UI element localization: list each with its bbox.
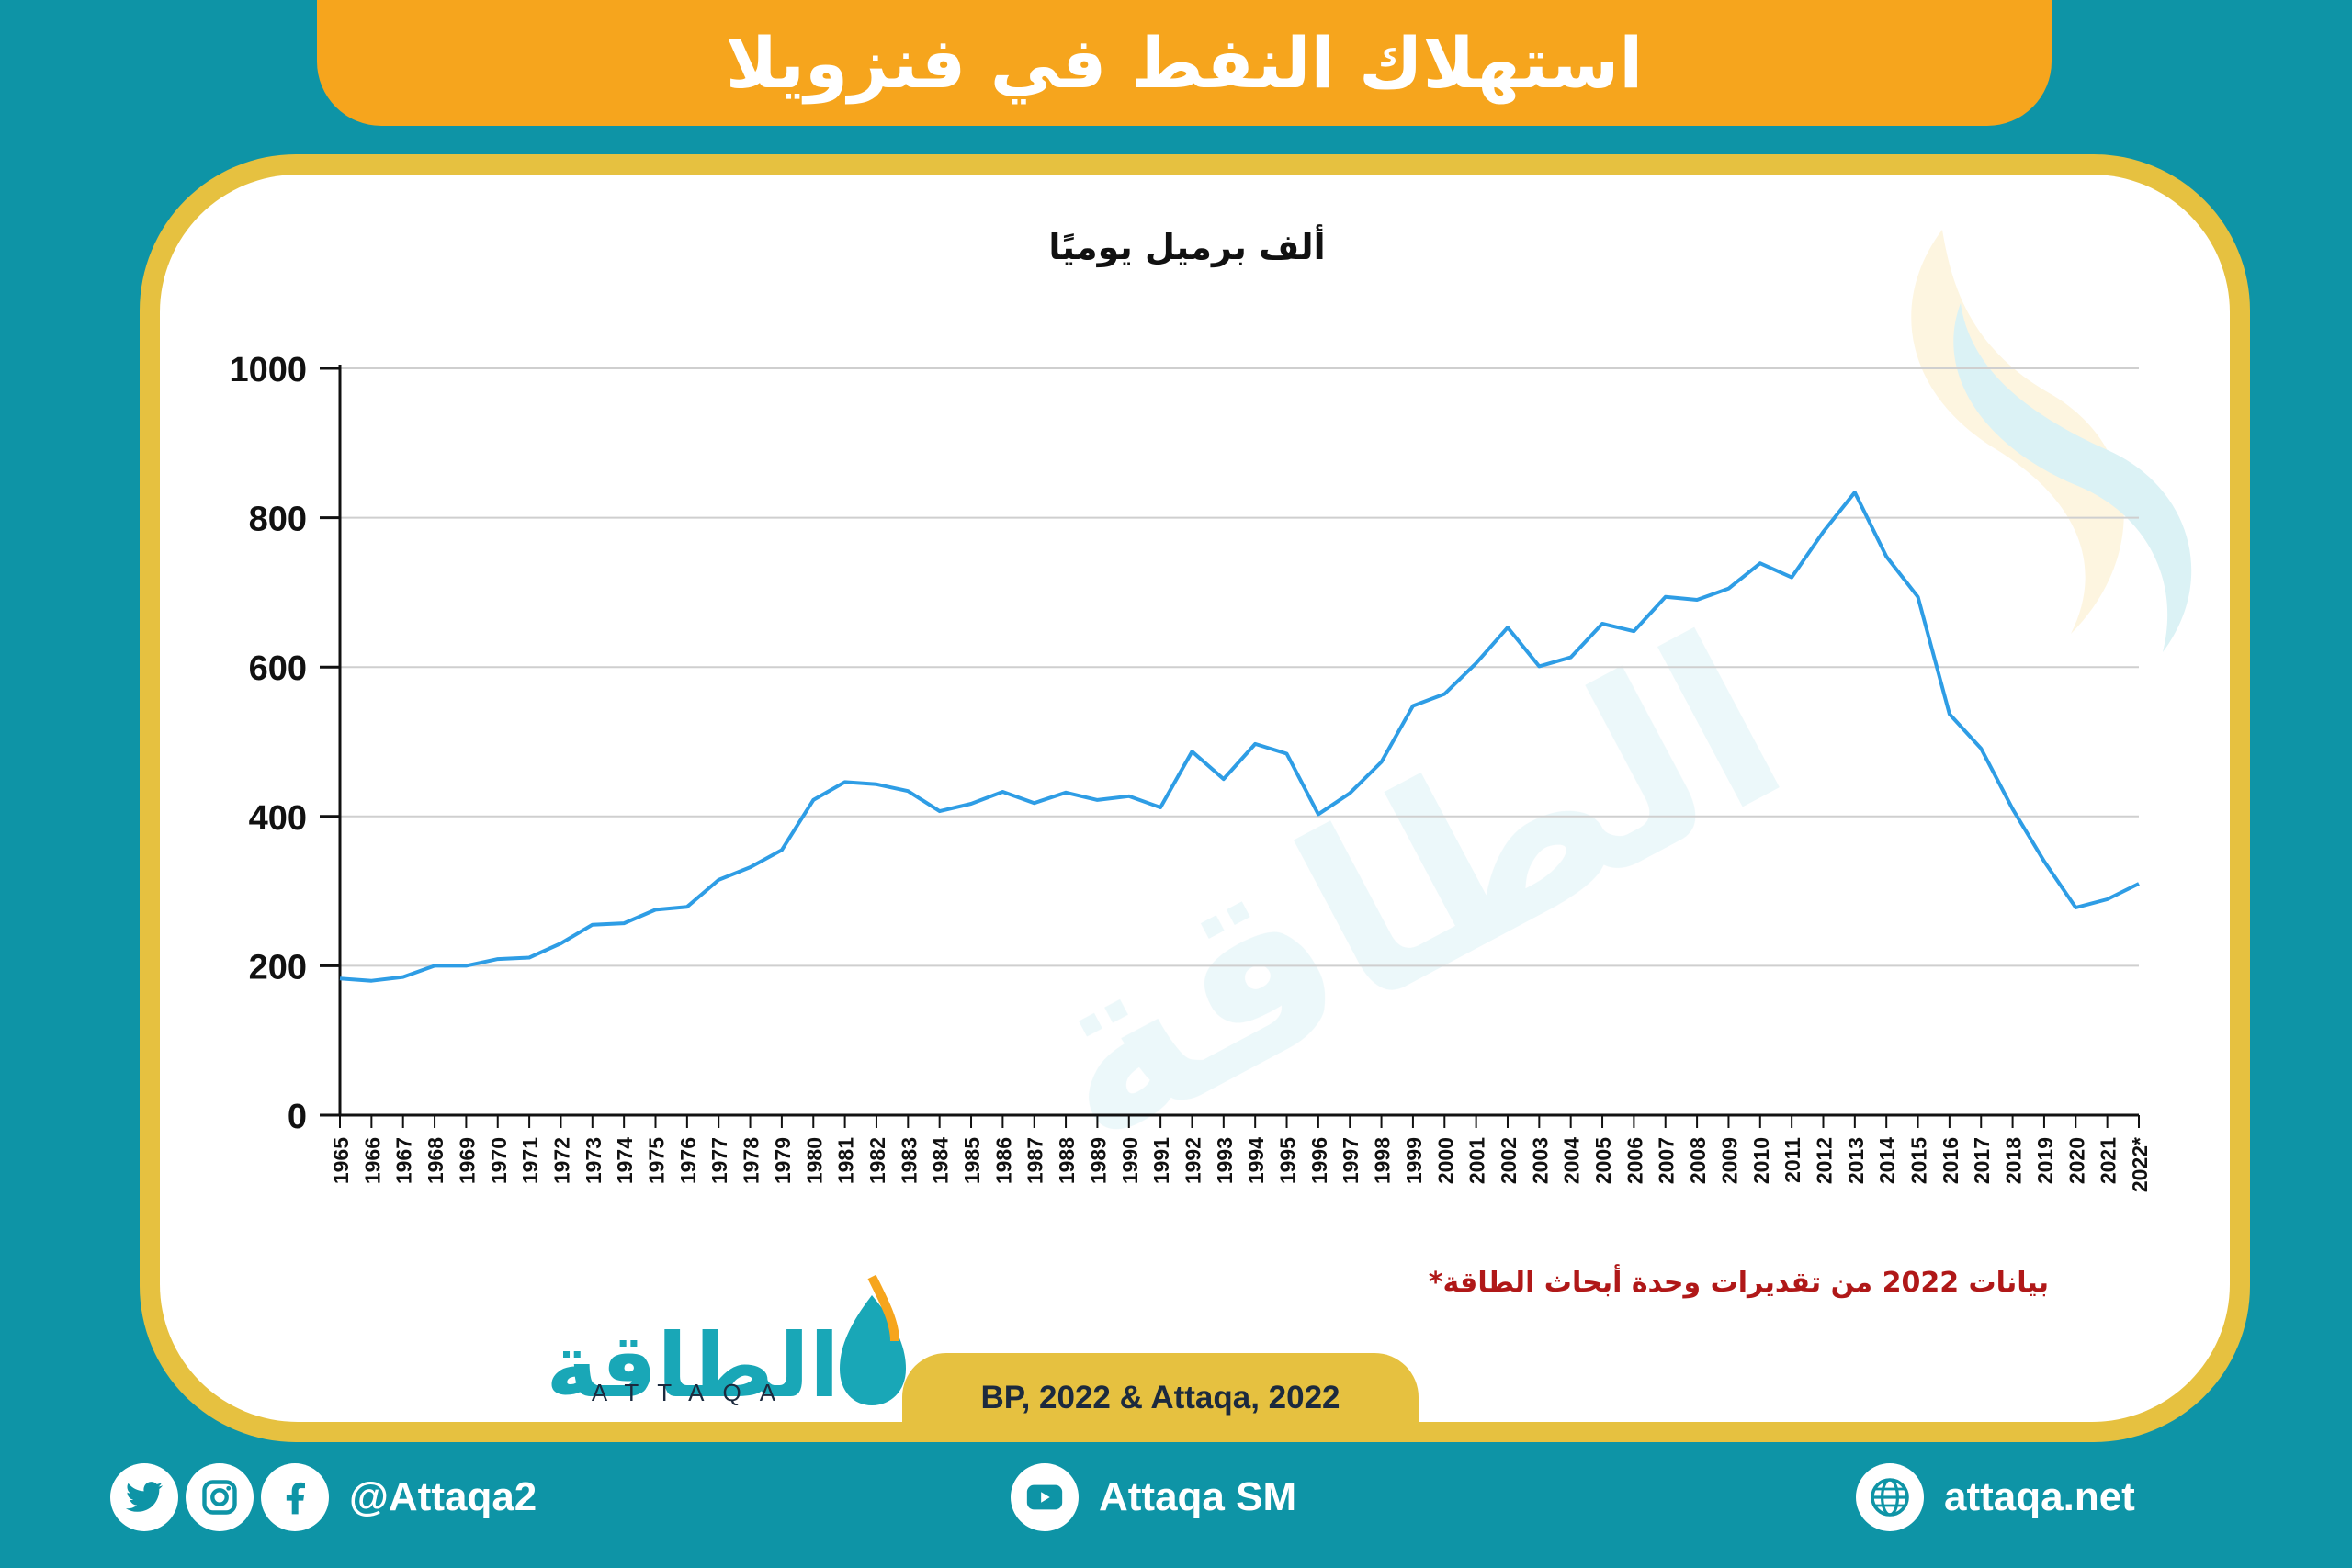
x-tick-label: 2017 bbox=[1970, 1137, 1994, 1184]
y-axis-ticks: 0 200 400 600 800 1000 bbox=[229, 351, 340, 1136]
x-tick-label: 1990 bbox=[1118, 1137, 1142, 1184]
x-tick-label: 2010 bbox=[1749, 1137, 1773, 1184]
youtube-icon[interactable] bbox=[1011, 1463, 1079, 1531]
x-tick-label: 2016 bbox=[1939, 1137, 1962, 1184]
x-tick-label: 1984 bbox=[929, 1137, 953, 1184]
chart-card: الطاقة ألف برميل يوميًا 0 200 400 600 800 100… bbox=[140, 154, 2250, 1442]
x-tick-label: 2018 bbox=[2002, 1137, 2026, 1184]
x-tick-label: 1977 bbox=[707, 1137, 731, 1184]
instagram-icon[interactable] bbox=[186, 1463, 254, 1531]
x-tick-label: 1970 bbox=[487, 1137, 511, 1184]
x-tick-label: 1994 bbox=[1244, 1137, 1268, 1184]
footnote: *بيانات 2022 من تقديرات وحدة أبحاث الطاق… bbox=[1429, 1264, 2049, 1299]
y-tick-label: 1000 bbox=[229, 351, 307, 389]
x-tick-label: 1995 bbox=[1276, 1137, 1300, 1184]
source-tab: BP, 2022 & Attaqa, 2022 bbox=[902, 1353, 1419, 1442]
x-tick-label: 2021 bbox=[2097, 1137, 2120, 1184]
x-tick-label: 2008 bbox=[1686, 1137, 1710, 1184]
source-text: BP, 2022 & Attaqa, 2022 bbox=[980, 1379, 1340, 1416]
x-tick-label: 1988 bbox=[1055, 1137, 1079, 1184]
x-tick-label: 2019 bbox=[2033, 1137, 2057, 1184]
x-tick-label: 1983 bbox=[897, 1137, 921, 1184]
website-link[interactable]: attaqa.net bbox=[1856, 1461, 2135, 1534]
x-tick-label: 2012 bbox=[1812, 1137, 1836, 1184]
x-tick-label: 2007 bbox=[1655, 1137, 1679, 1184]
x-tick-label: 2022* bbox=[2128, 1137, 2152, 1192]
x-tick-label: 1978 bbox=[740, 1137, 763, 1184]
x-tick-label: 2004 bbox=[1560, 1137, 1584, 1184]
x-tick-label: 2001 bbox=[1465, 1137, 1489, 1184]
x-tick-label: 1965 bbox=[329, 1137, 353, 1184]
website-text[interactable]: attaqa.net bbox=[1944, 1474, 2135, 1519]
x-tick-label: 1986 bbox=[991, 1137, 1015, 1184]
x-tick-label: 1992 bbox=[1181, 1137, 1204, 1184]
x-axis-ticks: 1965 1966 1967 1968 1969 1970 1971 1972 1973 1974… bbox=[329, 1115, 2152, 1192]
social-links: @Attaqa2 bbox=[110, 1461, 537, 1534]
x-tick-label: 1982 bbox=[865, 1137, 889, 1184]
x-tick-label: 1972 bbox=[549, 1137, 573, 1184]
x-tick-label: 1999 bbox=[1402, 1137, 1426, 1184]
x-tick-label: 2013 bbox=[1844, 1137, 1868, 1184]
x-tick-label: 2014 bbox=[1875, 1137, 1899, 1184]
watermark-swoosh-icon bbox=[1911, 230, 2192, 652]
x-tick-label: 2009 bbox=[1717, 1137, 1741, 1184]
y-tick-label: 800 bbox=[249, 501, 307, 539]
x-tick-label: 1971 bbox=[518, 1137, 542, 1184]
x-tick-label: 1987 bbox=[1023, 1137, 1047, 1184]
x-tick-label: 1991 bbox=[1149, 1137, 1173, 1184]
x-tick-label: 2005 bbox=[1591, 1137, 1615, 1184]
logo-drop-icon bbox=[840, 1274, 906, 1405]
title-banner: استهلاك النفط في فنزويلا bbox=[317, 0, 2052, 126]
page-title: استهلاك النفط في فنزويلا bbox=[725, 22, 1644, 104]
x-tick-label: 1973 bbox=[582, 1137, 605, 1184]
x-tick-label: 1967 bbox=[392, 1137, 416, 1184]
social-handle[interactable]: @Attaqa2 bbox=[349, 1474, 537, 1519]
x-tick-label: 1985 bbox=[960, 1137, 984, 1184]
x-tick-label: 1966 bbox=[360, 1137, 384, 1184]
x-tick-label: 1976 bbox=[676, 1137, 700, 1184]
x-tick-label: 2015 bbox=[1907, 1137, 1931, 1184]
x-tick-label: 1989 bbox=[1086, 1137, 1110, 1184]
x-tick-label: 1979 bbox=[771, 1137, 795, 1184]
logo-latin: ATTAQA bbox=[592, 1379, 794, 1406]
y-tick-label: 400 bbox=[249, 799, 307, 838]
globe-icon[interactable] bbox=[1856, 1463, 1924, 1531]
y-tick-label: 200 bbox=[249, 948, 307, 987]
watermark: الطاقة bbox=[991, 230, 2192, 1201]
facebook-icon[interactable] bbox=[261, 1463, 329, 1531]
x-tick-label: 2000 bbox=[1433, 1137, 1457, 1184]
x-tick-label: 2020 bbox=[2064, 1137, 2088, 1184]
x-tick-label: 1998 bbox=[1371, 1137, 1395, 1184]
youtube-link[interactable]: Attaqa SM bbox=[1011, 1461, 1296, 1534]
x-tick-label: 2011 bbox=[1781, 1137, 1804, 1183]
twitter-icon[interactable] bbox=[110, 1463, 178, 1531]
logo-arabic: الطاقة bbox=[546, 1314, 840, 1417]
series-line bbox=[339, 491, 2140, 983]
x-tick-label: 1981 bbox=[834, 1137, 858, 1184]
x-tick-label: 1974 bbox=[613, 1137, 637, 1184]
attaqa-logo: الطاقة ATTAQA bbox=[546, 1274, 906, 1417]
youtube-label[interactable]: Attaqa SM bbox=[1099, 1474, 1297, 1519]
chart-title: ألف برميل يوميًا bbox=[1048, 224, 1325, 267]
y-tick-label: 600 bbox=[249, 649, 307, 688]
grid-lines bbox=[340, 367, 2139, 967]
chart-card-inner: الطاقة ألف برميل يوميًا 0 200 400 600 800 100… bbox=[160, 175, 2230, 1422]
x-tick-label: 1993 bbox=[1213, 1137, 1237, 1184]
x-tick-label: 1996 bbox=[1307, 1137, 1331, 1184]
x-tick-label: 1969 bbox=[455, 1137, 479, 1184]
x-tick-label: 1968 bbox=[424, 1137, 447, 1184]
watermark-text: الطاقة bbox=[991, 583, 1824, 1201]
x-tick-label: 2002 bbox=[1497, 1137, 1521, 1184]
x-tick-label: 1975 bbox=[645, 1137, 669, 1184]
x-tick-label: 1980 bbox=[802, 1137, 826, 1184]
x-tick-label: 2006 bbox=[1623, 1137, 1646, 1184]
y-tick-label: 0 bbox=[288, 1098, 307, 1136]
x-tick-label: 2003 bbox=[1528, 1137, 1552, 1184]
x-tick-label: 1997 bbox=[1339, 1137, 1363, 1184]
chart-canvas: الطاقة ألف برميل يوميًا 0 200 400 600 800 100… bbox=[229, 224, 2192, 1417]
axes bbox=[320, 365, 2139, 1117]
